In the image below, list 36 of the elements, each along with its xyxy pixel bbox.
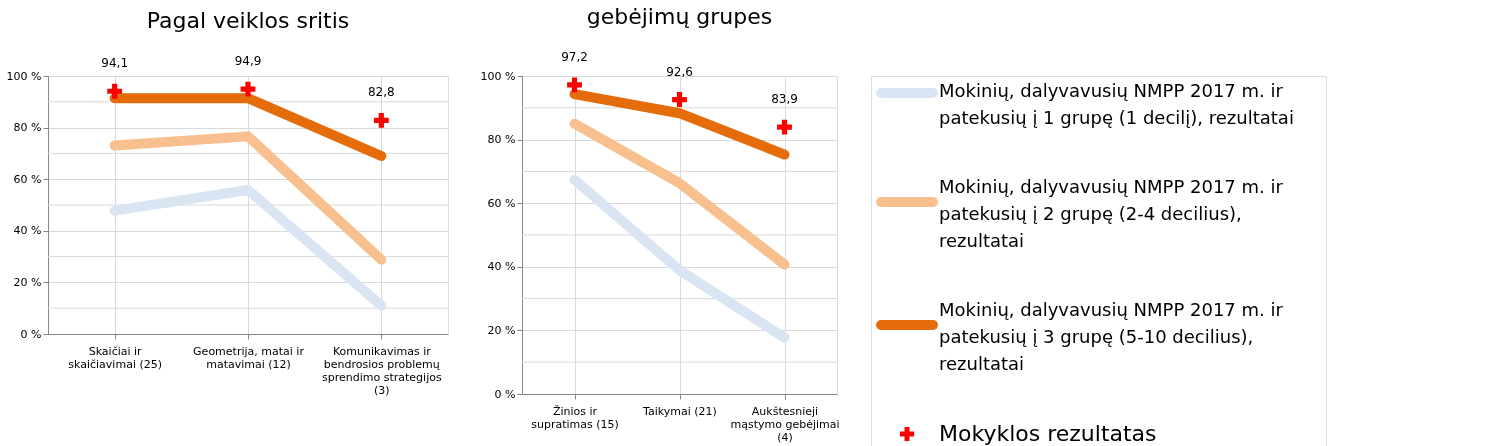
x-tick-label: Aukštesnieji mąstymo gebėjimai (4) (730, 404, 840, 444)
data-label: 92,6 (666, 64, 693, 79)
data-label: 83,9 (771, 92, 798, 107)
data-label: 94,9 (234, 54, 262, 69)
point (777, 119, 792, 135)
x-tick-label: Žinios ir supratimas (15) (531, 404, 619, 431)
y-tick-label: 20 % (487, 323, 516, 337)
y-tick-label: 40 % (487, 260, 516, 274)
x-tick-label: Taikymai (21) (642, 404, 717, 418)
y-tick-label: 60 % (487, 196, 516, 210)
point (672, 92, 687, 107)
point (107, 83, 123, 99)
y-tick-label: 80 % (487, 133, 516, 147)
y-tick-label: 100 % (480, 69, 516, 83)
data-label: 94,1 (101, 56, 129, 71)
data-label: 97,2 (561, 49, 588, 64)
y-tick-label: 100 % (6, 69, 42, 83)
point (567, 77, 582, 93)
x-tick-label: Komunikavimas ir bendrosios problemų sprendimo strategijos (3) (322, 344, 442, 397)
legend-label: Mokinių, dalyvavusių NMPP 2017 m. ir patekusių į 1 grupę (1 decilį), rezultatai (939, 80, 1294, 128)
y-tick-label: 20 % (13, 275, 42, 289)
y-tick-label: 80 % (13, 121, 42, 135)
point (240, 81, 256, 97)
x-tick-label: Geometrija, matai ir matavimai (12) (193, 344, 305, 371)
y-tick-label: 0 % (494, 387, 516, 401)
y-tick-label: 0 % (20, 327, 42, 341)
legend-label: Mokyklos rezultatas (939, 421, 1157, 446)
y-tick-label: 40 % (13, 224, 42, 238)
chart-title: Pagal veiklos sritis (146, 8, 350, 34)
data-label: 82,8 (367, 85, 395, 100)
y-tick-label: 60 % (13, 172, 42, 186)
point (373, 112, 389, 128)
chart-title: gebėjimų grupes (586, 3, 773, 29)
x-tick-label: Skaičiai ir skaičiavimai (25) (68, 344, 163, 371)
legend-label: Mokinių, dalyvavusių NMPP 2017 m. ir patekusių į 3 grupę (5-10 decilius), rezultatai (939, 299, 1284, 374)
legend-label: Mokinių, dalyvavusių NMPP 2017 m. ir patekusių į 2 grupę (2-4 decilius), rezultatai (939, 176, 1284, 251)
